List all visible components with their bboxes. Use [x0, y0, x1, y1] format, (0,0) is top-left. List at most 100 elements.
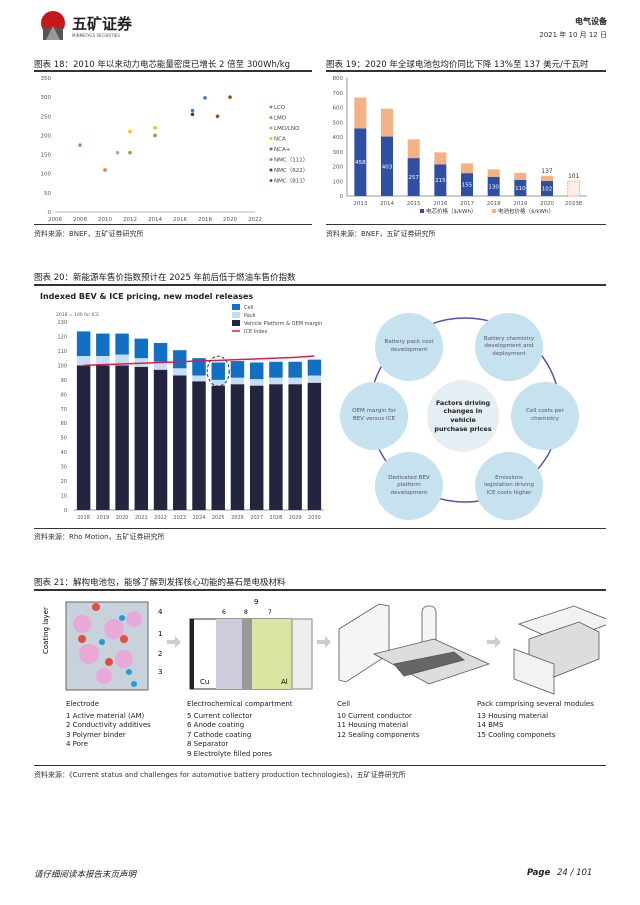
bar-segment	[173, 350, 187, 369]
fig19-source: 资料来源：BNEF，五矿证券研究所	[326, 230, 436, 238]
x-tick-label: 2020	[223, 217, 237, 222]
footer-disclaimer: 请仔细阅读本报告末页声明	[34, 870, 137, 880]
y-tick-label: 500	[333, 120, 344, 126]
bar-segment	[96, 365, 110, 510]
logo-emblem-icon	[41, 11, 65, 40]
legend-marker	[269, 126, 273, 130]
cell-value-label: 257	[408, 175, 419, 181]
x-tick-label: 2013	[353, 201, 367, 207]
y-tick-label: 0	[64, 508, 67, 514]
legend-marker	[269, 158, 273, 161]
legend-marker	[269, 116, 273, 119]
bar-segment	[230, 384, 245, 510]
sector-label: 电气设备	[575, 17, 607, 26]
cell-value-label: 403	[382, 164, 393, 170]
legend-cell: Cell 10 Current conductor 11 Housing mater…	[337, 700, 420, 739]
bar-segment	[153, 361, 168, 370]
x-tick-label: 2029	[289, 515, 302, 521]
cu-label: Cu	[200, 678, 209, 686]
bar-segment	[96, 355, 110, 366]
bar-segment	[192, 375, 206, 382]
bar-segment	[211, 362, 225, 380]
bar-segment	[307, 359, 322, 376]
x-tick-label: 2016	[433, 201, 447, 207]
data-point	[78, 143, 82, 147]
bar-segment	[76, 355, 91, 366]
bar-cell	[381, 136, 393, 196]
cell-illustration	[338, 603, 491, 685]
svg-text:2: 2	[158, 650, 162, 658]
fig19-chart: 0 100 200 300 400 500 600 700 800 2013 458 2014 403 2…	[333, 76, 587, 215]
legend-label: NMC（111）	[274, 157, 308, 164]
x-tick-label: 2019	[513, 201, 527, 207]
chart-title: Indexed BEV & ICE pricing, new model rel…	[40, 292, 253, 301]
y-tick-label: 200	[333, 165, 344, 171]
bar-cell	[354, 128, 367, 196]
y-tick-label: 0	[48, 210, 52, 216]
cell-value-label: 458	[355, 160, 366, 166]
y-tick-label: 130	[57, 320, 67, 326]
legend-label: ICE Index	[244, 329, 268, 335]
data-point	[103, 168, 107, 172]
y-tick-label: 200	[41, 133, 52, 139]
fig20-title: 图表 20：新能源车售价指数预计在 2025 年前后低于燃油车售价指数	[34, 273, 296, 283]
x-tick-label: 2024	[193, 515, 206, 521]
x-tick-label: 2018	[487, 201, 501, 207]
bar-segment	[173, 375, 187, 510]
y-tick-label: 0	[340, 194, 344, 200]
legend-label: NCA+	[274, 147, 291, 153]
x-tick-label: 2026	[231, 515, 244, 521]
factor-oem-margin: OEM margin for BEV versus ICE	[340, 382, 408, 450]
svg-text:9: 9	[254, 598, 258, 606]
electrode-illustration: Coating layer 4 1 2 3	[42, 601, 163, 691]
legend-marker	[269, 168, 273, 172]
svg-text:3: 3	[158, 668, 162, 676]
ice-index-line	[83, 355, 315, 367]
x-tick-label: 2015	[407, 201, 421, 207]
data-point	[128, 150, 132, 155]
legend-label: Pack	[244, 313, 256, 319]
data-point	[215, 114, 220, 119]
factor-cell-costs: Cell costs per chemistry	[511, 382, 579, 450]
logo	[38, 10, 68, 42]
factor-battery-chemistry: Battery chemistry development and deploy…	[475, 313, 543, 381]
y-tick-label: 350	[41, 76, 52, 82]
factor-battery-pack-cost: Battery pack cost development	[375, 313, 443, 381]
y-tick-label: 20	[61, 479, 67, 485]
y-tick-label: 50	[61, 436, 67, 442]
total-value-label: 137	[541, 168, 553, 175]
bar-segment	[288, 361, 302, 378]
data-point	[190, 112, 195, 117]
x-tick-label: 2006	[48, 217, 62, 222]
cell-value-label: 130	[488, 184, 499, 190]
legend-label: 电池包价格（$/kWh）	[498, 207, 554, 215]
svg-text:4: 4	[158, 608, 163, 616]
y-tick-label: 80	[61, 392, 67, 398]
pack-illustration	[513, 605, 606, 695]
bar-segment	[230, 361, 245, 378]
battery-illustration: Coating layer 4 1 2 3 Cu Al 9 6 8 7	[42, 598, 606, 695]
y-tick-label: 70	[61, 407, 67, 413]
bar-pack	[407, 139, 420, 159]
bar-segment	[211, 385, 225, 510]
bar-forecast	[567, 180, 581, 197]
bar-segment	[269, 361, 283, 378]
report-date: 2021 年 10 月 12 日	[539, 31, 607, 39]
bar-segment	[269, 384, 283, 510]
legend-label: LMO/LNO	[274, 126, 300, 132]
legend-electrochemical-compartment: Electrochemical compartment 5 Current col…	[187, 700, 293, 758]
legend-marker	[269, 147, 273, 151]
legend-marker	[232, 312, 240, 318]
x-tick-label: 2012	[123, 217, 137, 222]
legend-marker	[232, 304, 240, 310]
fig19-title: 图表 19：2020 年全球电池包均价同比下降 13%至 137 美元/千瓦时	[326, 60, 589, 70]
bar-segment	[249, 385, 264, 510]
factors-diagram: Battery pack cost development Battery ch…	[335, 300, 605, 520]
fig20-source: 资料来源：Rho Motion，五矿证券研究所	[34, 533, 165, 541]
x-tick-label: 2019	[96, 515, 109, 521]
legend-marker	[232, 320, 240, 326]
factor-dedicated-bev-platform: Dedicated BEV platform development	[375, 452, 443, 520]
legend-electrode: Electrode 1 Active material (AM) 2 Conduct…	[66, 700, 151, 748]
x-tick-label: 2018	[77, 515, 90, 521]
data-point	[153, 133, 157, 138]
